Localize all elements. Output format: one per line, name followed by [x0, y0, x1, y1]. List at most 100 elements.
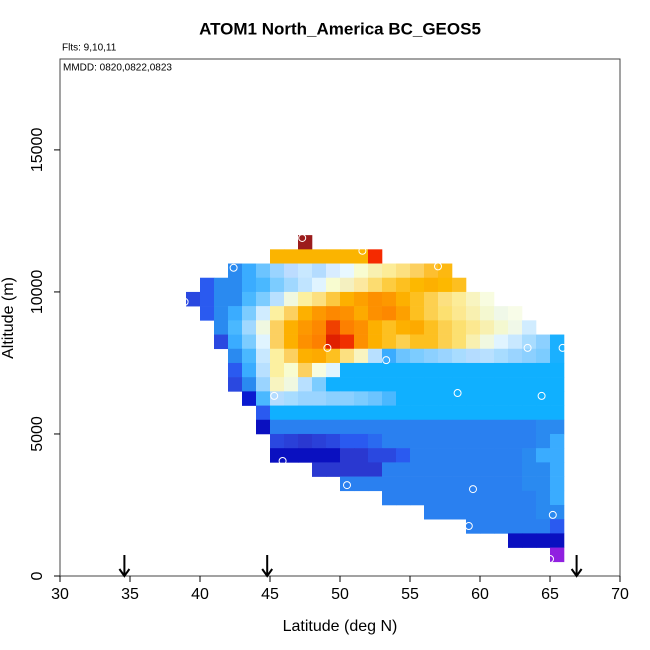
- heat-cell: [438, 476, 453, 492]
- heat-cell: [228, 362, 243, 378]
- heat-cell: [550, 519, 565, 534]
- heat-cell: [438, 348, 453, 364]
- heat-cell: [298, 348, 313, 364]
- heat-cell: [550, 490, 565, 506]
- heat-cell: [508, 405, 523, 421]
- heat-cell: [354, 362, 369, 378]
- heat-cell: [368, 291, 383, 307]
- heat-cell: [508, 377, 523, 392]
- heat-cell: [480, 391, 495, 406]
- heat-cell: [368, 277, 383, 293]
- heat-cell: [438, 504, 453, 520]
- heat-cell: [494, 334, 509, 350]
- heat-cell: [424, 462, 439, 477]
- heat-cell: [494, 490, 509, 506]
- heat-cell: [368, 433, 383, 449]
- heat-cell: [438, 320, 453, 335]
- heat-cell: [340, 362, 355, 378]
- heat-cell: [396, 448, 411, 463]
- heat-cell: [326, 263, 341, 279]
- heat-cell: [298, 277, 313, 293]
- heat-cell: [312, 291, 327, 307]
- flight-point: [464, 522, 473, 531]
- heat-cell: [354, 476, 369, 492]
- heat-cell: [368, 391, 383, 406]
- arrow-marker: [261, 555, 274, 578]
- heat-cell: [508, 433, 523, 449]
- heat-cell: [326, 348, 341, 364]
- heat-cell: [536, 362, 551, 378]
- heat-cell: [284, 362, 299, 378]
- heat-cell: [410, 419, 425, 435]
- heat-cell: [312, 362, 327, 378]
- heat-cell: [452, 362, 467, 378]
- heat-cell: [410, 377, 425, 392]
- heat-cell: [368, 377, 383, 392]
- heat-cell: [354, 334, 369, 350]
- heat-cell: [270, 291, 285, 307]
- chart-title: ATOM1 North_America BC_GEOS5: [199, 19, 481, 38]
- heat-cell: [214, 291, 229, 307]
- heat-cell: [536, 519, 551, 534]
- heat-cell: [382, 448, 397, 463]
- heat-cell: [494, 504, 509, 520]
- heat-cell: [326, 433, 341, 449]
- heat-cell: [326, 362, 341, 378]
- heat-cell: [522, 433, 537, 449]
- heat-cell: [522, 462, 537, 477]
- heat-cell: [368, 405, 383, 421]
- heat-cell: [522, 391, 537, 406]
- heat-cell: [312, 306, 327, 321]
- heat-cell: [228, 348, 243, 364]
- flight-point: [558, 343, 567, 352]
- heat-cell: [550, 547, 565, 563]
- heat-cell: [438, 462, 453, 477]
- y-tick-label: 10000: [29, 270, 46, 315]
- heat-cell: [494, 320, 509, 335]
- arrow-marker: [570, 555, 583, 578]
- x-tick-label: 45: [261, 586, 279, 603]
- heat-cell: [382, 320, 397, 335]
- heat-cell: [312, 433, 327, 449]
- heat-cell: [410, 362, 425, 378]
- heat-cell: [508, 519, 523, 534]
- heat-cell: [270, 448, 285, 463]
- heat-cell: [270, 405, 285, 421]
- heat-cell: [494, 476, 509, 492]
- heat-cell: [214, 320, 229, 335]
- heat-cell: [424, 320, 439, 335]
- heat-cell: [284, 348, 299, 364]
- heat-cell: [354, 320, 369, 335]
- heat-cell: [466, 320, 481, 335]
- heat-cell: [354, 462, 369, 477]
- heat-cell: [326, 448, 341, 463]
- flight-point: [546, 554, 554, 563]
- heat-cell: [466, 348, 481, 364]
- heat-cell: [536, 419, 551, 435]
- heat-cell: [340, 263, 355, 279]
- heat-cell: [298, 320, 313, 335]
- heat-cell: [508, 504, 523, 520]
- heat-cell: [242, 391, 257, 406]
- heat-cell: [312, 263, 327, 279]
- heat-cell: [550, 448, 565, 463]
- heat-cell: [508, 334, 523, 350]
- x-tick-label: 30: [51, 586, 69, 603]
- heat-cell: [270, 433, 285, 449]
- heat-cell: [382, 377, 397, 392]
- heat-cell: [508, 348, 523, 364]
- heat-cell: [536, 490, 551, 506]
- flight-point: [180, 297, 189, 306]
- heat-cell: [480, 433, 495, 449]
- heat-cell: [494, 391, 509, 406]
- heat-cell: [438, 448, 453, 463]
- heat-cell: [550, 419, 565, 435]
- heat-cell: [396, 405, 411, 421]
- heat-cell: [438, 490, 453, 506]
- heat-cell: [452, 391, 467, 406]
- y-axis-label: Altitude (m): [0, 277, 17, 359]
- x-tick-label: 70: [611, 586, 629, 603]
- heat-cell: [466, 391, 481, 406]
- heat-cell: [452, 433, 467, 449]
- heat-cell: [480, 462, 495, 477]
